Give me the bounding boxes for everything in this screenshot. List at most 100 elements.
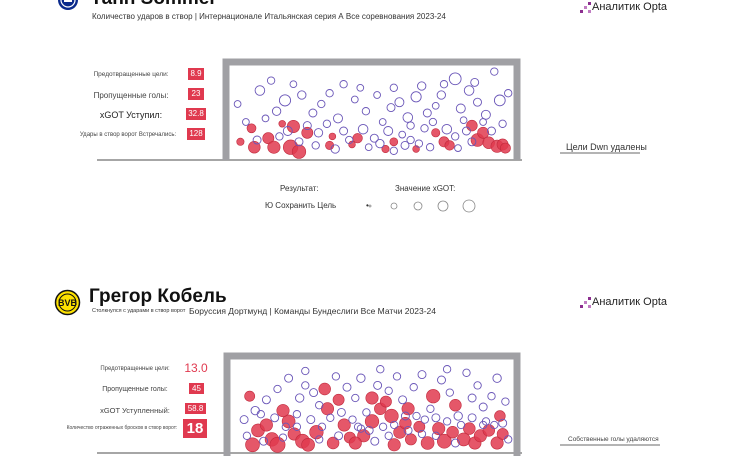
stat-value-prevented: 8.9	[188, 68, 204, 80]
stat-value-conceded: 23	[188, 88, 204, 100]
goal-shot-marker	[387, 438, 401, 452]
goal-shot-marker	[496, 138, 509, 151]
goal-shot-marker	[246, 123, 257, 134]
saved-shot-marker	[498, 418, 508, 428]
goal-shot-marker	[301, 437, 315, 452]
goal-shot-marker	[389, 137, 399, 147]
player-name-kobel: Грегор Кобель	[89, 286, 227, 307]
saved-shot-marker	[436, 90, 446, 100]
goal-shot-marker	[326, 436, 340, 450]
saved-shot-marker	[463, 85, 475, 96]
goal-shot-marker	[426, 389, 441, 404]
stat-value-xgot: 32.8	[186, 108, 206, 120]
saved-shot-marker	[487, 392, 496, 401]
goal-shot-marker	[251, 423, 265, 438]
saved-shot-marker	[313, 128, 324, 138]
legend-dot: •	[366, 201, 369, 210]
goal-shot-marker	[328, 132, 337, 141]
goal-shot-marker	[295, 433, 310, 449]
goal-shot-marker	[490, 139, 504, 153]
opta-icon-2	[580, 297, 591, 308]
goal-shot-marker	[404, 433, 417, 446]
saved-shot-marker	[417, 81, 427, 91]
goal-shot-marker	[399, 417, 412, 430]
goal-shot-marker	[248, 141, 261, 154]
saved-shot-marker	[389, 83, 398, 92]
saved-shot-marker	[281, 422, 290, 431]
saved-shot-marker	[390, 420, 399, 430]
saved-shot-marker	[487, 126, 496, 136]
goal-shot-marker	[283, 139, 299, 155]
saved-shot-marker	[417, 370, 427, 380]
saved-shot-marker	[378, 118, 387, 126]
saved-shot-marker	[410, 91, 422, 103]
saved-shot-marker	[403, 425, 413, 435]
opta-icon	[580, 2, 591, 13]
stat-label-xgot: xGOT Уступил:	[99, 110, 163, 120]
saved-shot-marker	[420, 124, 429, 133]
goal-shot-marker	[432, 422, 446, 436]
legend-circle-m	[413, 201, 423, 211]
goal-shot-marker	[436, 433, 452, 449]
goal-shot-marker	[286, 120, 300, 134]
saved-shot-marker	[350, 95, 359, 104]
goal-shot-marker	[281, 414, 296, 429]
goal-shot-marker	[348, 140, 356, 149]
stat-label-prevented-2: Предотвращенные цели:	[100, 366, 170, 372]
goal-shot-marker	[278, 120, 286, 128]
goal-shot-marker	[401, 402, 415, 416]
stat-label-conceded-2: Пропущенные голы:	[102, 386, 168, 393]
saved-shot-marker	[339, 126, 349, 136]
saved-shot-marker	[451, 132, 460, 141]
saved-shot-marker	[467, 393, 477, 403]
saved-shot-marker	[292, 410, 302, 419]
goal-shot-marker	[482, 136, 495, 149]
saved-shot-marker	[420, 415, 429, 424]
saved-shot-marker	[373, 380, 383, 390]
saved-shot-marker	[373, 91, 381, 99]
saved-shot-marker	[456, 420, 466, 430]
stat-label-prevented: Предотвращенные цели:	[93, 71, 169, 78]
goal-shot-marker	[470, 133, 485, 147]
saved-shot-marker	[301, 366, 310, 376]
saved-shot-marker	[384, 386, 393, 395]
opta-brand-label-2: Аналитик Opta	[592, 296, 667, 308]
stat-value-prevented-2: 13.0	[184, 361, 208, 375]
goal-shot-marker	[374, 402, 387, 415]
note-own-goals-2: Собственные голы удаляются	[568, 436, 659, 443]
goal-shot-marker	[466, 119, 478, 132]
goal-shot-marker	[490, 436, 504, 450]
stat-value-shots-2: 18	[183, 419, 207, 438]
goal-shot-marker	[477, 126, 489, 139]
subtitle-sommer: Количество ударов в створ | Интернациона…	[92, 12, 446, 21]
saved-shot-marker	[473, 381, 482, 390]
goal-shot-marker	[384, 408, 399, 424]
svg-text:BVB: BVB	[58, 298, 78, 308]
stat-value-conceded-2: 45	[189, 383, 204, 394]
saved-shot-marker	[425, 143, 435, 152]
saved-shot-marker	[426, 404, 435, 413]
subtitle-kobel-b: Боруссия Дортмунд | Команды Бундеслиги В…	[189, 306, 437, 316]
saved-shot-marker	[250, 405, 260, 416]
goal-shot-marker	[412, 145, 420, 153]
saved-shot-marker	[392, 372, 402, 381]
saved-shot-marker	[467, 413, 477, 423]
note-own-goals-1: Цели Dwn удалены	[566, 142, 647, 152]
goal-shot-marker	[496, 428, 509, 440]
saved-shot-marker	[356, 83, 365, 92]
saved-shot-marker	[325, 89, 334, 98]
legend-circle-xl	[462, 199, 476, 213]
goal-shot-marker	[352, 133, 363, 144]
goal-shot-marker	[348, 436, 362, 450]
saved-shot-marker	[490, 420, 499, 430]
goal-shot-marker	[276, 404, 290, 418]
saved-shot-marker	[406, 121, 415, 130]
goal-shot-marker	[438, 136, 450, 148]
saved-shot-marker	[242, 118, 250, 126]
saved-shot-marker	[455, 103, 466, 114]
saved-shot-marker	[306, 415, 316, 425]
saved-shot-marker	[498, 119, 507, 128]
saved-shot-marker	[428, 117, 438, 127]
saved-shot-marker	[356, 373, 366, 383]
saved-shot-marker	[479, 118, 487, 126]
